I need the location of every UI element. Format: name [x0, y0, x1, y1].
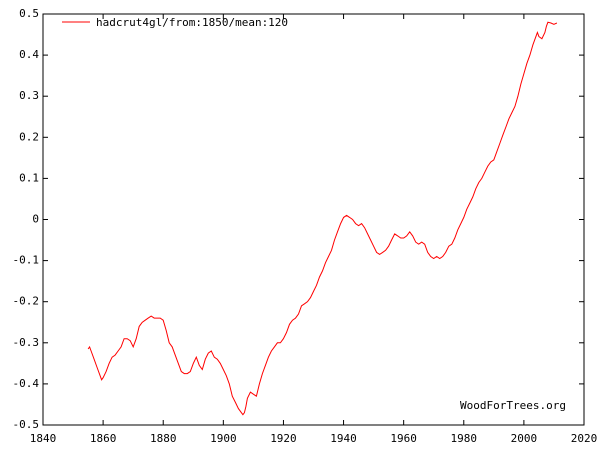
y-tick-label: -0.3 [13, 336, 40, 349]
x-tick-label: 2000 [511, 432, 538, 445]
x-tick-label: 1900 [210, 432, 237, 445]
y-tick-label: -0.1 [13, 254, 40, 267]
y-tick-label: -0.5 [13, 418, 40, 431]
y-tick-label: 0.1 [19, 171, 39, 184]
y-tick-label: -0.2 [13, 295, 40, 308]
legend: hadcrut4gl/from:1850/mean:120 [62, 16, 288, 29]
plot-area [42, 13, 585, 426]
x-axis: 1840 1860 1880 1900 1920 1940 1960 1980 2000 2020 [30, 14, 598, 445]
y-axis: -0.5 -0.4 -0.3 -0.2 -0.1 0 0.1 0.2 0.3 0.4 0.5 [13, 7, 584, 431]
y-tick-label: 0.5 [19, 7, 39, 20]
x-tick-label: 1880 [150, 432, 177, 445]
x-tick-label: 1980 [451, 432, 478, 445]
watermark-annotation: WoodForTrees.org [460, 399, 566, 412]
y-tick-label: 0.2 [19, 130, 39, 143]
series-layer [87, 21, 558, 416]
y-tick-label: 0 [32, 213, 39, 226]
x-tick-label: 1840 [30, 432, 57, 445]
legend-label: hadcrut4gl/from:1850/mean:120 [96, 16, 288, 29]
y-tick-label: -0.4 [13, 377, 40, 390]
y-tick-label: 0.3 [19, 89, 39, 102]
series-line [87, 21, 558, 416]
x-tick-label: 2020 [571, 432, 598, 445]
x-tick-label: 1860 [90, 432, 117, 445]
x-tick-label: 1960 [390, 432, 417, 445]
x-tick-label: 1940 [330, 432, 357, 445]
y-tick-label: 0.4 [19, 48, 39, 61]
x-tick-label: 1920 [270, 432, 297, 445]
